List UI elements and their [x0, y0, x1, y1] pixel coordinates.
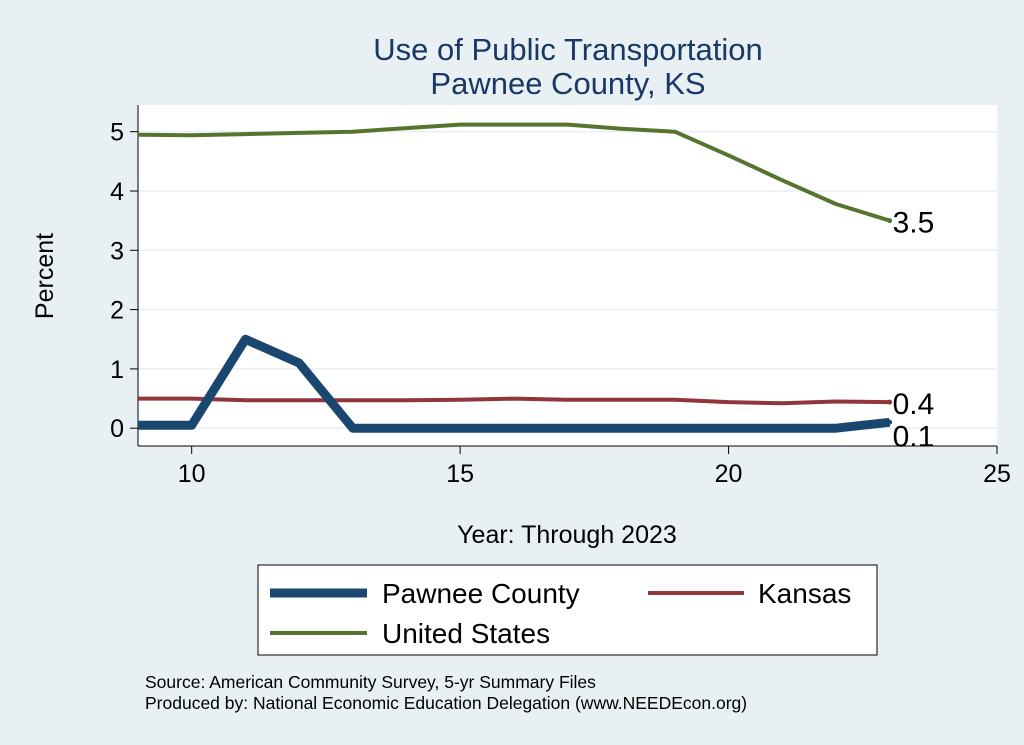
footer-notes: Source: American Community Survey, 5-yr …: [145, 672, 747, 714]
x-tick-label-20: 20: [715, 460, 743, 488]
end-label-united-states: 3.5: [893, 207, 935, 240]
x-axis-ticks: 10 15 20 25: [178, 446, 1011, 488]
y-tick-label-3: 3: [110, 237, 124, 265]
y-axis-ticks: 0 1 2 3 4 5: [110, 119, 138, 443]
x-tick-label-10: 10: [178, 460, 206, 488]
end-labels: 0.4 3.5 0.1: [893, 207, 935, 454]
producer-note: Produced by: National Economic Education…: [145, 693, 748, 713]
end-label-kansas: 0.4: [893, 388, 935, 421]
legend-label-kansas: Kansas: [758, 578, 851, 609]
chart-title-line-1: Use of Public Transportation: [373, 32, 762, 67]
source-note: Source: American Community Survey, 5-yr …: [145, 672, 596, 692]
y-tick-label-1: 1: [110, 356, 124, 384]
legend-label-united-states: United States: [382, 618, 550, 649]
legend-label-pawnee-county: Pawnee County: [382, 578, 580, 609]
legend-box: [257, 564, 878, 656]
legend: Pawnee County Kansas United States: [257, 564, 878, 656]
series-end-marker-kansas: [887, 399, 893, 405]
series-line-kansas: [138, 396, 890, 406]
x-tick-label-25: 25: [983, 460, 1011, 488]
series-line-pawnee-county: [138, 334, 891, 433]
y-tick-label-2: 2: [110, 297, 124, 325]
end-label-pawnee-county: 0.1: [893, 420, 935, 453]
x-tick-label-15: 15: [446, 460, 474, 488]
x-axis-label: Year: Through 2023: [457, 521, 677, 549]
series-end-marker-pawnee-county: [887, 419, 893, 425]
y-tick-label-4: 4: [110, 178, 124, 206]
series-line-united-states: [137, 122, 891, 223]
y-axis-label: Percent: [31, 233, 59, 319]
chart-title-line-2: Pawnee County, KS: [430, 66, 705, 101]
plot-area: [138, 105, 997, 446]
y-tick-label-5: 5: [110, 119, 124, 147]
series-lines: [137, 122, 893, 433]
series-end-marker-united-states: [887, 218, 893, 224]
y-tick-label-0: 0: [110, 415, 124, 443]
